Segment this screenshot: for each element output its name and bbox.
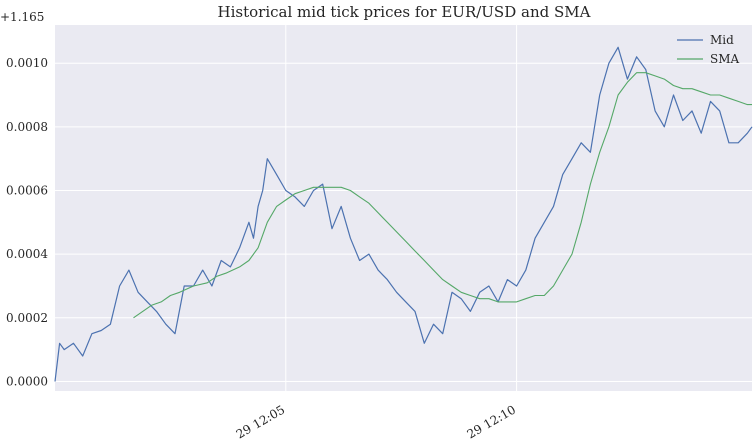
y-tick-labels: 0.0000 0.0002 0.0004 0.0006 0.0008 0.0010 xyxy=(6,56,48,388)
y-tick-label: 0.0008 xyxy=(6,120,48,134)
x-tick-labels: 29 12:05 29 12:10 xyxy=(234,402,518,441)
y-tick-label: 0.0010 xyxy=(6,56,48,70)
x-tick-label: 29 12:10 xyxy=(465,402,518,441)
series-mid-line xyxy=(54,46,753,382)
grid-lines xyxy=(55,25,752,391)
series-layer xyxy=(54,46,753,382)
series-sma-line xyxy=(133,72,752,319)
y-tick-label: 0.0002 xyxy=(6,311,48,325)
chart-title: Historical mid tick prices for EUR/USD a… xyxy=(218,3,591,21)
y-tick-label: 0.0000 xyxy=(6,374,48,388)
x-tick-label: 29 12:05 xyxy=(234,402,287,441)
plot-area-background xyxy=(55,25,752,391)
legend-mid-label: Mid xyxy=(710,33,734,47)
legend-sma-label: SMA xyxy=(710,52,740,66)
legend: Mid SMA xyxy=(677,33,740,66)
y-tick-label: 0.0006 xyxy=(6,183,48,197)
y-axis-offset-label: +1.165 xyxy=(0,10,44,24)
y-tick-label: 0.0004 xyxy=(6,247,48,261)
